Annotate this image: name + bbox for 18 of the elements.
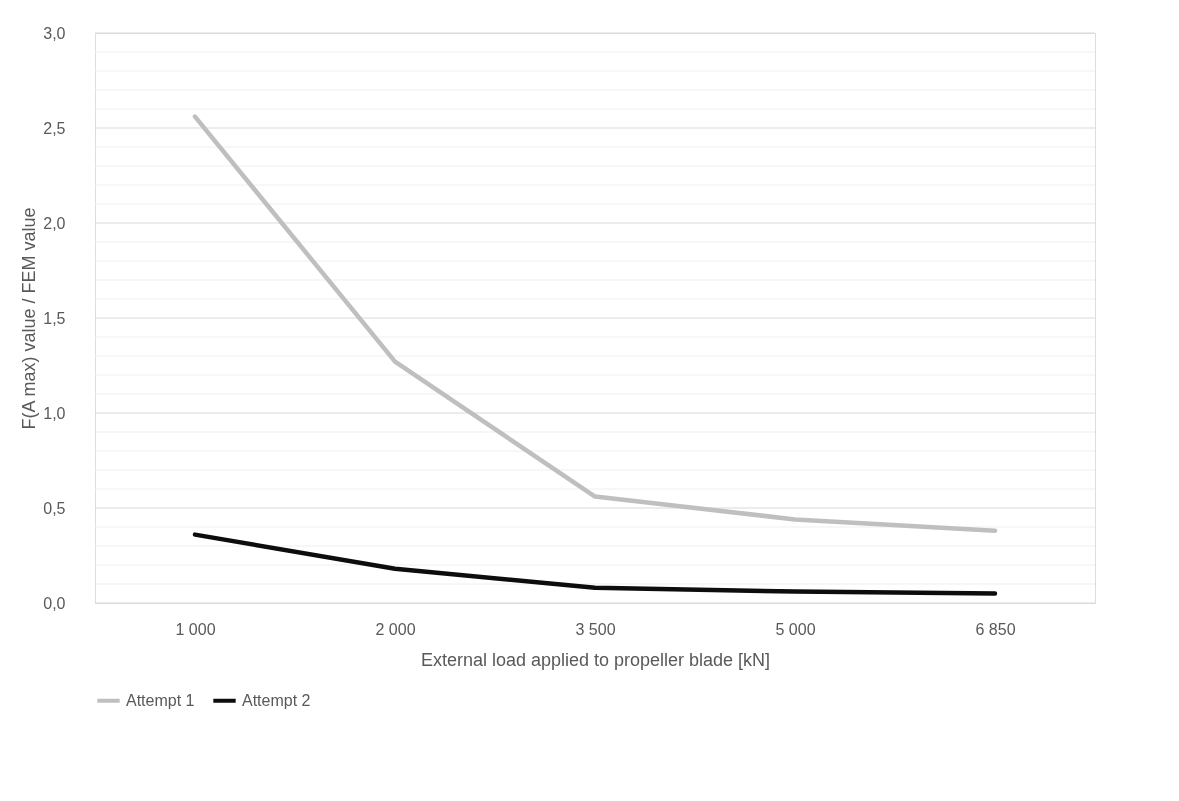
x-tick-label: 3 500 [575,620,616,638]
x-axis-title: External load applied to propeller blade [kN] [420,649,771,670]
y-tick-label: 1,0 [43,404,66,422]
x-tick-label: 6 850 [975,620,1016,638]
y-tick-label: 0,5 [43,499,66,517]
legend-label: Attempt 1 [126,691,195,709]
legend-label: Attempt 2 [242,691,311,709]
line-series [192,114,998,534]
y-axis-title: F(A max) value / FEM value [19,207,40,430]
y-tick-label: 0,0 [43,594,66,612]
y-tick-label: 1,5 [43,309,66,327]
x-tick-label: 5 000 [775,620,816,638]
y-tick-label: 3,0 [43,24,66,42]
y-tick-label: 2,5 [43,119,66,137]
x-tick-label: 2 000 [375,620,416,638]
line-series [192,532,998,596]
y-tick-label: 2,0 [43,214,66,232]
x-tick-label: 1 000 [175,620,216,638]
